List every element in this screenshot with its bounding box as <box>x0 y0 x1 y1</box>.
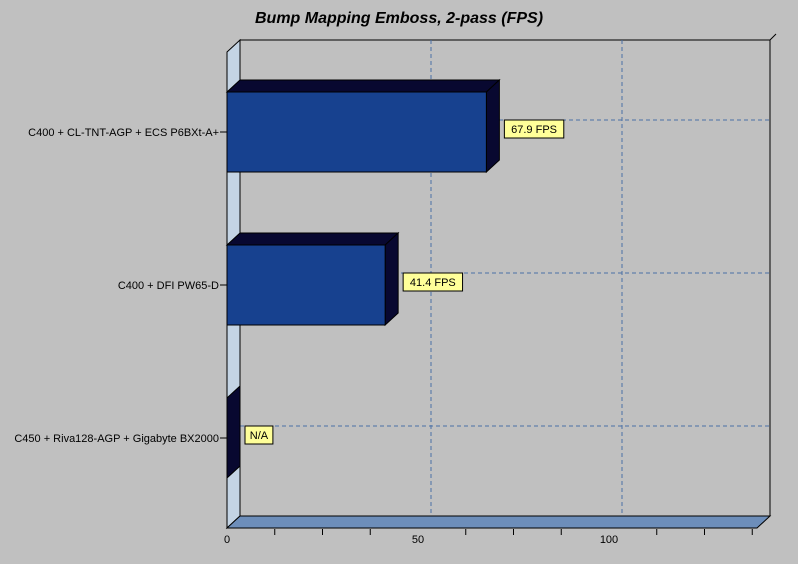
bar <box>225 231 400 327</box>
bar-side-face <box>226 384 241 480</box>
value-label: 67.9 FPS <box>511 124 557 136</box>
bar-front-face <box>226 244 386 326</box>
x-axis-label: 100 <box>600 534 618 546</box>
bar <box>225 78 501 174</box>
value-label: N/A <box>250 430 269 442</box>
bar-top-face <box>225 79 501 93</box>
bar-side-face <box>384 231 399 327</box>
category-label: C400 + DFI PW65-D <box>118 280 219 292</box>
category-label: C400 + CL-TNT-AGP + ECS P6BXt-A+ <box>28 127 219 139</box>
value-label-box <box>402 272 464 292</box>
box-corner-edge <box>769 33 777 41</box>
x-axis-label: 0 <box>224 534 230 546</box>
plot-floor <box>225 515 772 529</box>
bar-front-face <box>226 91 487 173</box>
bar-top-face <box>225 232 400 246</box>
x-axis-label: 50 <box>412 534 424 546</box>
bar-side-face <box>485 78 500 174</box>
category-label: C450 + Riva128-AGP + Gigabyte BX2000 <box>14 433 219 445</box>
value-label: 41.4 FPS <box>410 277 456 289</box>
value-label-box <box>503 119 565 139</box>
chart-title: Bump Mapping Emboss, 2-pass (FPS) <box>254 10 544 27</box>
value-label-box <box>244 425 274 445</box>
bar <box>226 384 241 480</box>
